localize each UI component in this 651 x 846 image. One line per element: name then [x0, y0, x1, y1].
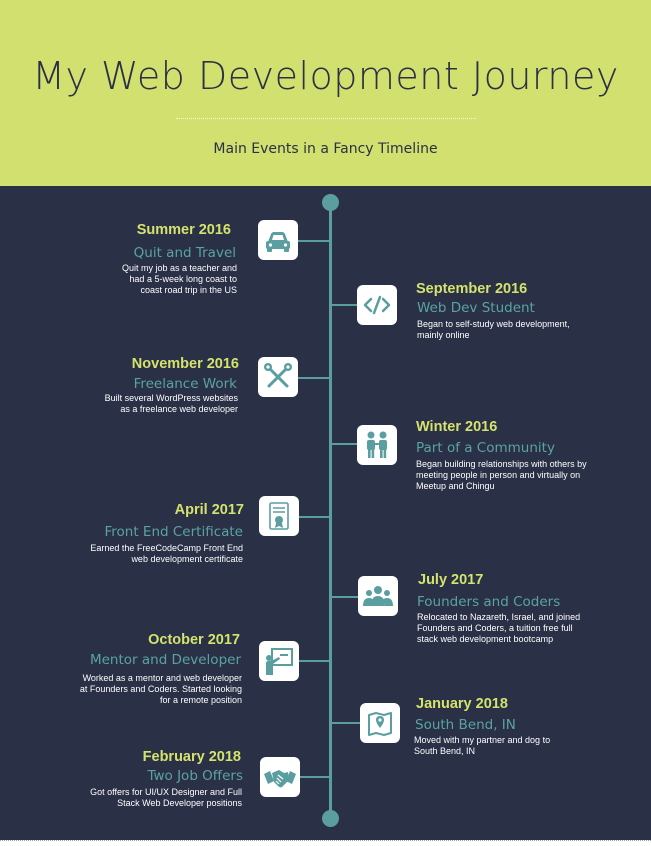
event-description: Quit my job as a teacher and had a 5-week… [121, 263, 237, 295]
event-title: Mentor and Developer [89, 652, 241, 668]
title-divider [176, 118, 476, 119]
page-title: My Web Development Journey [32, 54, 619, 98]
event-title: Freelance Work [133, 376, 237, 392]
connector-5 [298, 516, 329, 518]
people-icon [357, 425, 397, 465]
connector-3 [298, 377, 329, 379]
group-icon [358, 576, 398, 616]
event-title: Quit and Travel [133, 245, 236, 261]
teacher-icon [259, 641, 299, 681]
timeline-background [0, 186, 651, 840]
event-description: Began to self-study web development, main… [417, 319, 570, 340]
event-date: November 2016 [131, 356, 239, 372]
connector-4 [331, 443, 358, 445]
handshake-icon [260, 757, 300, 797]
event-description: Relocated to Nazareth, Israel, and joine… [417, 612, 581, 644]
event-date: July 2017 [418, 572, 484, 588]
event-date: April 2017 [174, 502, 244, 518]
event-title: South Bend, IN [415, 717, 516, 733]
header-banner: My Web Development Journey Main Events i… [0, 0, 651, 186]
connector-7 [298, 660, 329, 662]
connector-8 [331, 722, 360, 724]
event-description: Moved with my partner and dog to South Be… [414, 735, 551, 756]
event-title: Two Job Offers [147, 768, 243, 784]
connector-2 [331, 304, 358, 306]
event-title: Web Dev Student [417, 300, 535, 316]
connector-1 [298, 240, 329, 242]
connector-9 [298, 776, 329, 778]
event-title: Front End Certificate [104, 524, 243, 540]
event-description: Worked as a mentor and web developer at F… [79, 673, 242, 705]
timeline-spine [329, 202, 332, 818]
event-description: Built several WordPress websites as a fre… [104, 393, 238, 414]
code-icon [357, 285, 397, 325]
tools-icon [258, 357, 298, 397]
timeline-start-dot [322, 194, 339, 211]
timeline-end-dot [322, 810, 339, 827]
event-title: Part of a Community [416, 440, 555, 456]
event-description: Got offers for UI/UX Designer and Full St… [90, 787, 242, 808]
connector-6 [331, 596, 358, 598]
event-date: January 2018 [416, 696, 508, 712]
page-subtitle: Main Events in a Fancy Timeline [213, 141, 438, 157]
event-date: February 2018 [142, 749, 241, 765]
event-title: Founders and Coders [417, 594, 561, 610]
event-description: Began building relationships with others… [416, 459, 587, 491]
event-date: September 2016 [416, 281, 528, 297]
bottom-border [0, 840, 651, 846]
map-icon [360, 703, 400, 743]
event-date: Summer 2016 [136, 222, 231, 238]
certificate-icon [259, 496, 299, 536]
event-date: Winter 2016 [416, 419, 498, 435]
event-description: Earned the FreeCodeCamp Front End web dev… [90, 543, 243, 564]
event-date: October 2017 [148, 632, 240, 648]
car-icon [258, 220, 298, 260]
